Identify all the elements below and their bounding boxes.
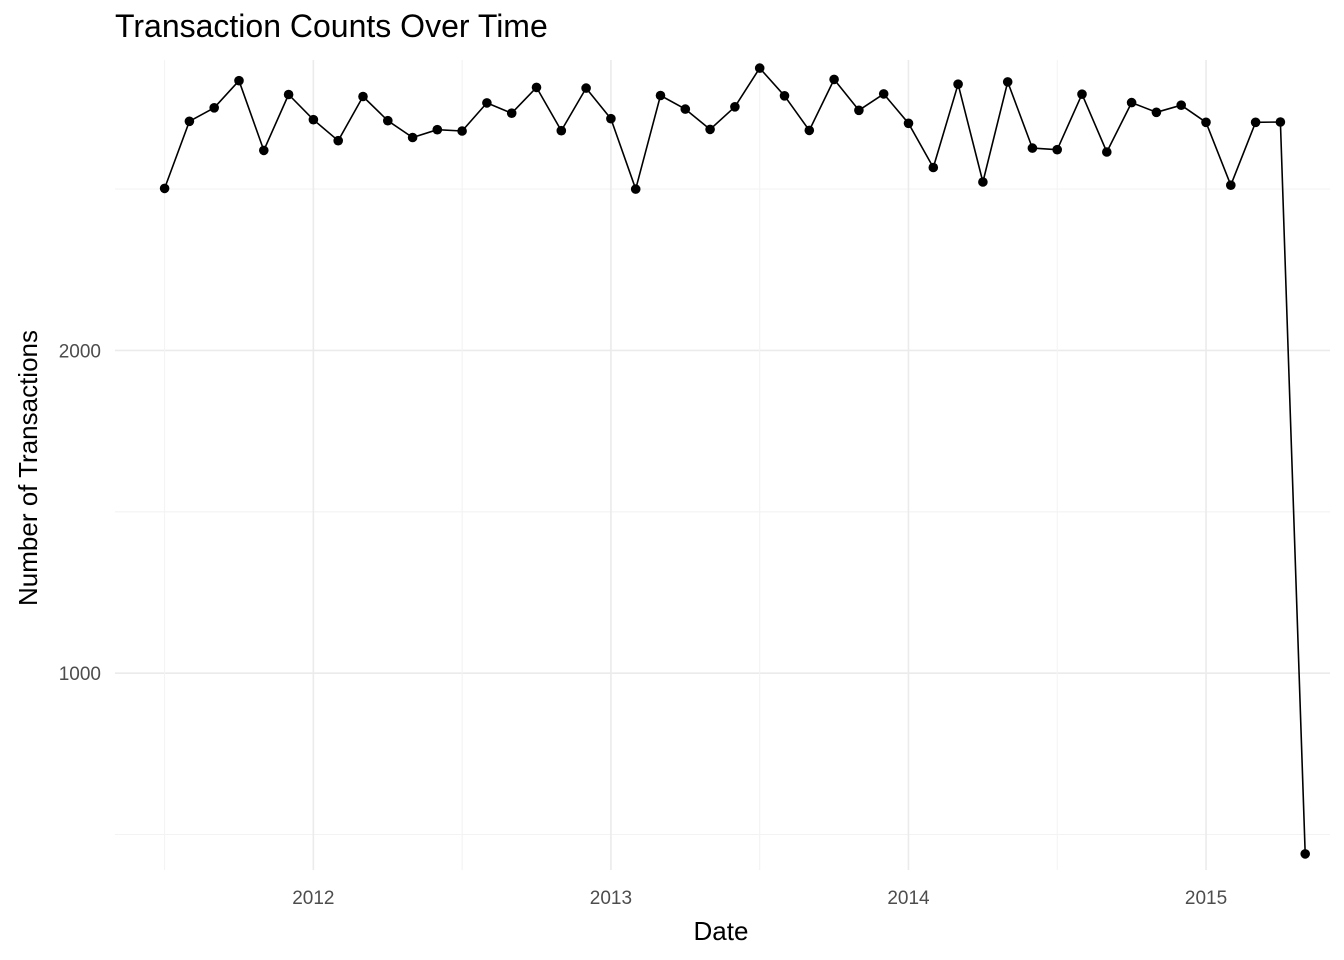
data-point [1226, 180, 1236, 190]
data-point [1201, 117, 1211, 128]
series-line [163, 67, 1306, 854]
data-point [928, 162, 939, 173]
grid [115, 60, 1330, 870]
data-point [159, 183, 170, 194]
data-point [730, 102, 740, 112]
data-point [259, 145, 269, 156]
data-point [407, 132, 418, 143]
data-point [581, 83, 591, 93]
data-point [754, 63, 765, 73]
data-point [184, 116, 195, 127]
data-point [705, 124, 715, 135]
data-point [953, 79, 963, 89]
data-point [804, 125, 815, 136]
data-point [234, 75, 244, 86]
data-point [482, 98, 492, 108]
data-point [1151, 107, 1162, 118]
y-tick-label: 2000 [59, 341, 101, 362]
data-point [1102, 147, 1112, 157]
data-point [680, 104, 691, 114]
data-point [1250, 117, 1261, 128]
data-point [854, 105, 864, 116]
data-point [1126, 97, 1137, 108]
data-point [978, 177, 988, 187]
data-point [383, 115, 393, 126]
data-point [358, 91, 368, 102]
data-point [779, 91, 790, 101]
chart-title: Transaction Counts Over Time [115, 8, 548, 44]
data-point [556, 125, 567, 136]
axes: 1000 2000 2012 2013 2014 2015 [59, 341, 1227, 909]
data-point [209, 103, 219, 113]
data-point [308, 114, 319, 125]
data-point [829, 74, 839, 85]
data-point [630, 184, 641, 194]
data-point [506, 108, 517, 118]
data-point [1300, 849, 1310, 859]
series-transactions [159, 63, 1310, 859]
y-tick-label: 1000 [59, 664, 101, 685]
data-point [655, 90, 666, 101]
x-tick-label: 2013 [590, 888, 632, 909]
data-point [283, 89, 294, 100]
x-tick-label: 2014 [887, 888, 930, 909]
data-point [878, 89, 889, 99]
x-tick-label: 2012 [292, 888, 334, 909]
data-point [531, 82, 542, 93]
y-axis-title: Number of Transactions [13, 330, 43, 606]
data-point [1052, 144, 1062, 155]
data-point [1002, 77, 1013, 87]
data-point [432, 124, 443, 135]
data-point [333, 135, 344, 146]
data-point [457, 126, 467, 136]
data-point [1275, 117, 1286, 127]
data-point [1077, 89, 1087, 99]
x-axis-title: Date [694, 916, 749, 946]
data-point [606, 113, 616, 124]
x-tick-label: 2015 [1185, 888, 1227, 909]
data-point [1176, 100, 1186, 110]
data-point [903, 118, 914, 129]
data-point [1027, 143, 1038, 153]
